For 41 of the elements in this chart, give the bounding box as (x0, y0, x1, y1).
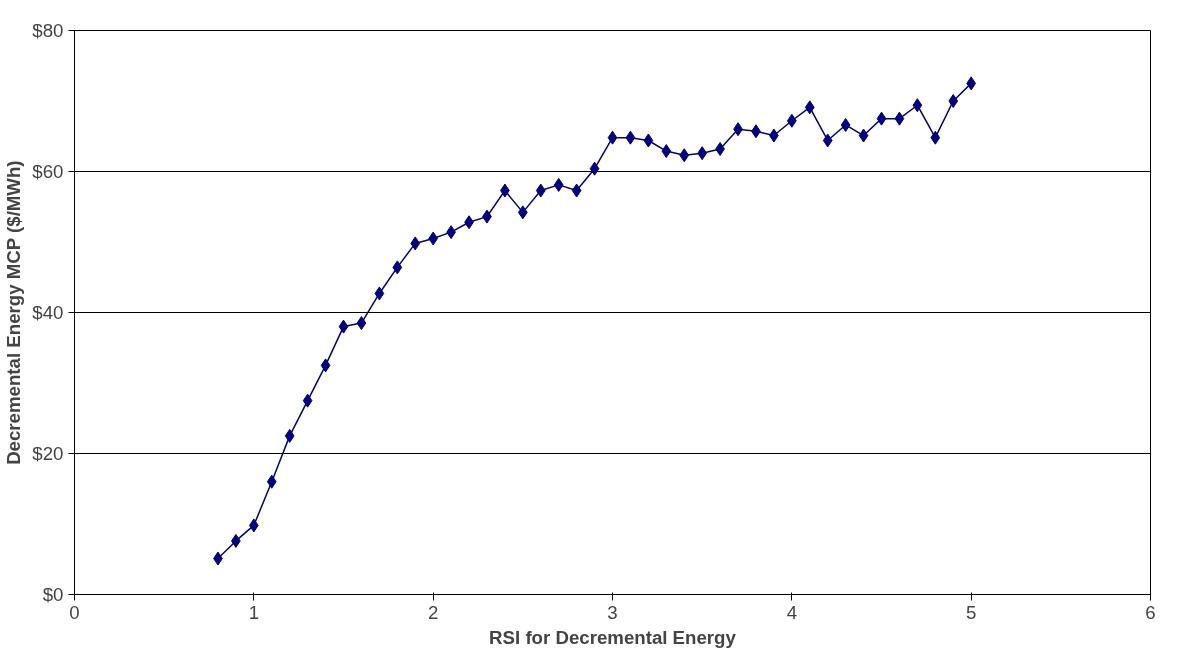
point (392, 260, 403, 275)
x-tick-label: 3 (607, 601, 618, 623)
x-tick-label: 6 (1145, 601, 1156, 623)
point (840, 117, 851, 132)
point (356, 316, 367, 331)
point (858, 128, 869, 143)
y-tick-label: $0 (42, 584, 64, 605)
point (571, 183, 582, 198)
point (930, 130, 941, 145)
point (607, 130, 618, 145)
point (266, 474, 277, 489)
point (804, 100, 815, 115)
point (338, 319, 349, 334)
point (589, 161, 600, 176)
point (302, 393, 313, 408)
point (912, 98, 923, 113)
point (876, 111, 887, 126)
point (948, 94, 959, 108)
point (535, 183, 546, 198)
point (679, 148, 690, 163)
point (661, 144, 672, 159)
x-tick-label: 0 (69, 601, 80, 623)
x-tick-label: 1 (248, 601, 260, 623)
point (374, 286, 385, 301)
x-tick-label: 2 (427, 601, 439, 623)
point (625, 130, 636, 145)
x-tick-label: 5 (965, 601, 977, 623)
y-tick-label: $40 (32, 302, 64, 323)
y-tick-label: $60 (32, 161, 64, 182)
y-axis-title: Decremental Energy MCP ($/MWh) (3, 160, 25, 465)
y-tick-label: $20 (32, 443, 64, 464)
x-tick-label: 4 (786, 601, 798, 623)
y-tick-label: $80 (32, 20, 64, 41)
x-axis-title: RSI for Decremental Energy (489, 626, 737, 648)
point (284, 428, 295, 443)
point (320, 358, 331, 373)
point (643, 133, 654, 148)
point (822, 133, 833, 148)
point (553, 177, 564, 192)
point (410, 236, 421, 251)
point (894, 111, 905, 126)
